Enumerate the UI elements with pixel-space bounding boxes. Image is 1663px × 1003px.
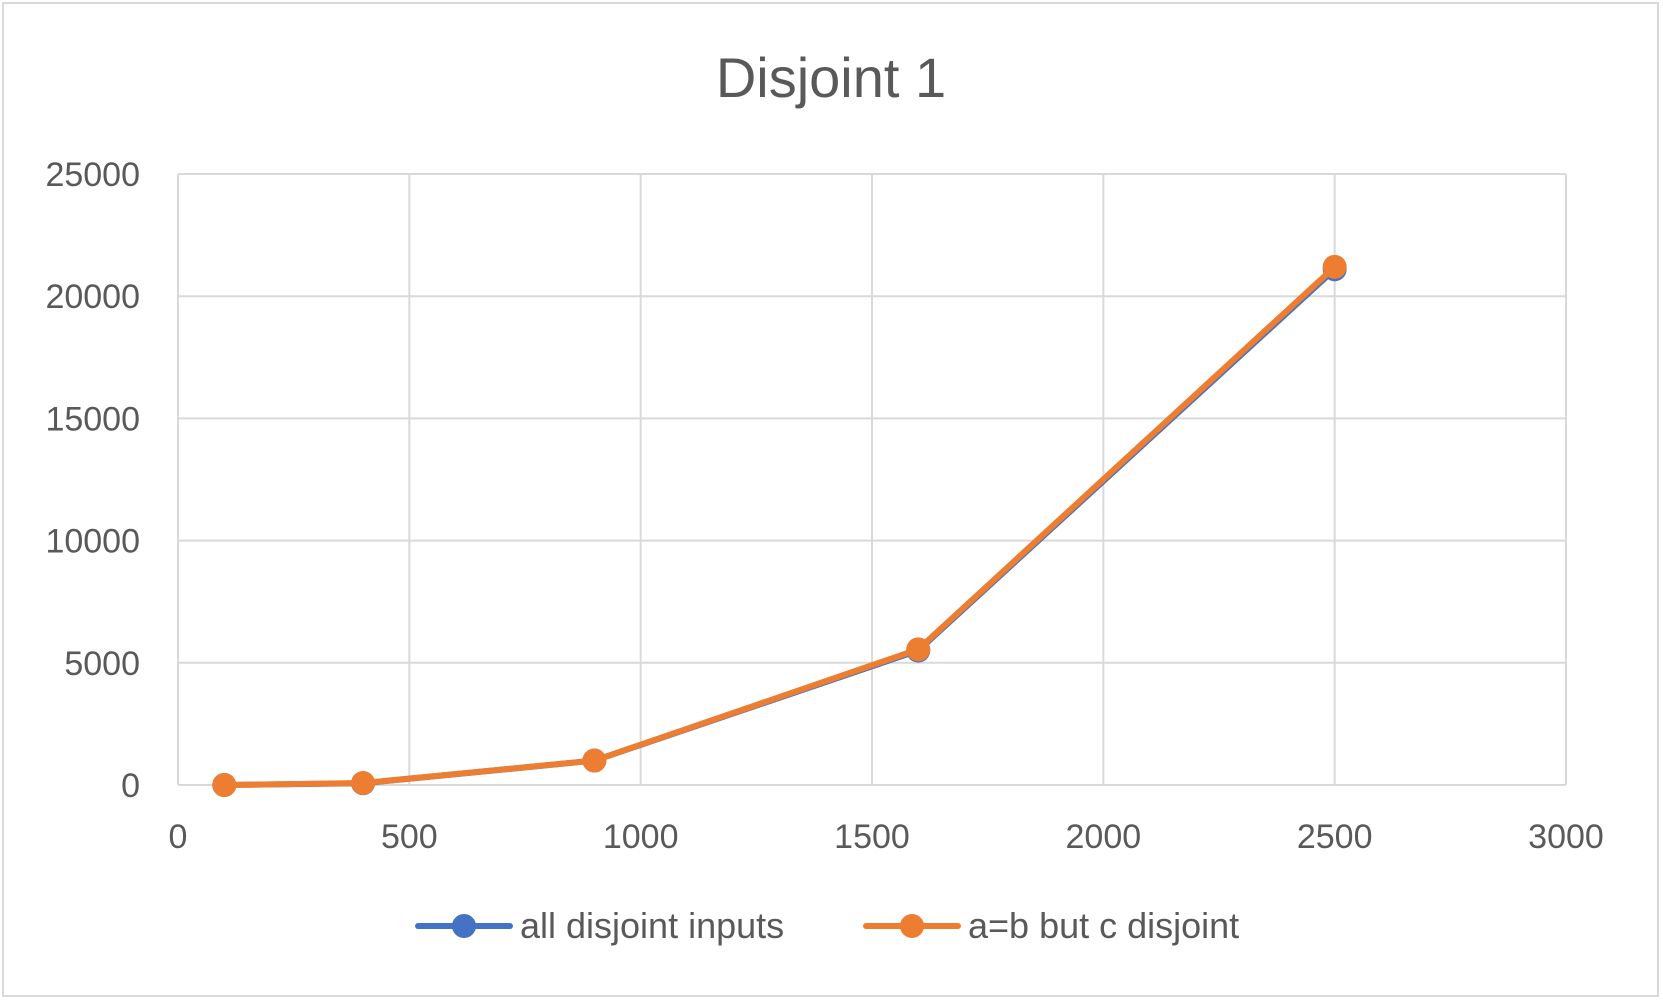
legend-marker xyxy=(452,914,476,938)
x-tick-label: 3000 xyxy=(1528,818,1604,856)
legend-item: a=b but c disjoint xyxy=(863,905,1239,946)
data-point xyxy=(1322,254,1347,279)
legend-marker xyxy=(900,914,924,938)
x-tick-label: 1500 xyxy=(834,818,910,856)
legend-item: all disjoint inputs xyxy=(415,905,784,946)
data-point xyxy=(212,773,237,797)
y-axis-ticks: 0 5000 10000 15000 20000 25000 xyxy=(45,156,140,805)
series-layer xyxy=(212,254,1347,797)
x-tick-label: 2000 xyxy=(1066,818,1142,856)
legend-label: a=b but c disjoint xyxy=(968,905,1239,946)
x-tick-label: 500 xyxy=(381,818,438,856)
data-point xyxy=(351,771,376,796)
x-tick-label: 1000 xyxy=(603,818,679,856)
y-tick-label: 25000 xyxy=(45,156,140,194)
data-point xyxy=(906,637,931,662)
y-tick-label: 0 xyxy=(121,767,140,805)
series-1 xyxy=(212,257,1347,797)
legend-label: all disjoint inputs xyxy=(520,905,784,946)
x-tick-label: 2500 xyxy=(1297,818,1373,856)
x-axis-ticks: 0 500 1000 1500 2000 2500 3000 xyxy=(169,818,1604,856)
grid xyxy=(177,173,1567,786)
legend: all disjoint inputs a=b but c disjoint xyxy=(415,905,1239,946)
x-tick-label: 0 xyxy=(169,818,188,856)
series-line xyxy=(221,266,1338,788)
y-tick-label: 5000 xyxy=(64,645,140,683)
series-line xyxy=(221,263,1338,788)
chart-title: Disjoint 1 xyxy=(716,46,946,109)
series-2 xyxy=(212,254,1347,797)
data-point xyxy=(582,748,607,773)
y-tick-label: 20000 xyxy=(45,278,140,316)
y-tick-label: 10000 xyxy=(45,523,140,561)
y-tick-label: 15000 xyxy=(45,400,140,438)
